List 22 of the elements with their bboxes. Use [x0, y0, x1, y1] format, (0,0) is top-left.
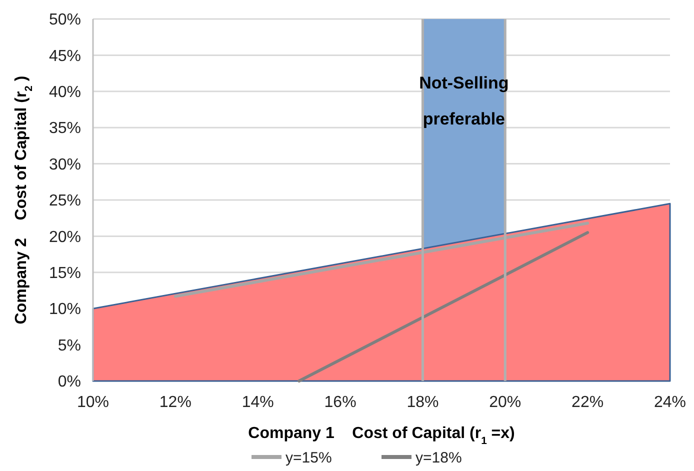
y-tick-label: 35%	[48, 120, 81, 138]
x-tick-label: 16%	[324, 394, 356, 411]
x-axis-title: Company 1 Cost of Capital (r$_{1}$ =x)	[248, 425, 515, 446]
y-tick-label: 40%	[48, 84, 81, 101]
x-tick-label: 14%	[242, 394, 274, 411]
y-tick-label: 15%	[48, 265, 81, 282]
legend-label: y=15%	[286, 449, 332, 466]
y-tick-label: 20%	[48, 228, 81, 246]
x-tick-label: 24%	[654, 394, 686, 411]
x-tick-label: 18%	[406, 394, 439, 411]
y-tick-label: 0%	[58, 374, 81, 391]
x-tick-label: 20%	[489, 394, 522, 411]
legend-label: y=18%	[416, 449, 462, 466]
y-tick-label: 30%	[48, 156, 81, 174]
x-tick-label: 12%	[159, 394, 192, 411]
y-tick-label: 10%	[48, 301, 81, 318]
y-tick-label: 25%	[48, 192, 81, 210]
x-tick-label: 10%	[76, 394, 110, 411]
y-tick-label: 5%	[58, 337, 81, 354]
y-tick-label: 50%	[48, 12, 81, 29]
y-tick-label: 45%	[48, 48, 81, 65]
x-tick-label: 22%	[572, 394, 604, 411]
